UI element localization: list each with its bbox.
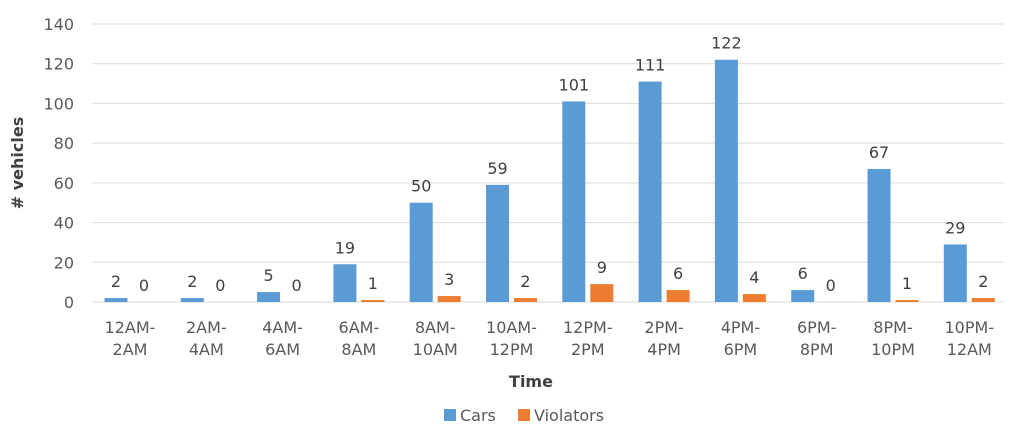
bar-violators xyxy=(971,298,995,302)
data-label-violators: 4 xyxy=(749,268,759,287)
bar-violators xyxy=(666,290,690,302)
bar-cars xyxy=(943,244,967,302)
bar-cars xyxy=(638,81,662,302)
data-label-violators: 0 xyxy=(215,276,225,295)
x-tick-label: 8AM-10AM xyxy=(413,318,458,359)
data-label-cars: 122 xyxy=(711,34,742,53)
legend-swatch-violators xyxy=(518,409,530,421)
y-tick-label: 100 xyxy=(43,94,74,113)
bar-cars xyxy=(562,101,586,302)
y-tick-label: 40 xyxy=(54,214,74,233)
bar-cars xyxy=(257,292,281,302)
bar-violators xyxy=(590,284,614,302)
data-label-violators: 9 xyxy=(597,258,607,277)
data-label-violators: 0 xyxy=(292,276,302,295)
x-tick-label: 10PM-12AM xyxy=(945,318,995,359)
legend-swatch-cars xyxy=(444,409,456,421)
data-label-cars: 2 xyxy=(111,272,121,291)
bar-violators xyxy=(437,296,461,302)
x-tick-label: 12AM-2AM xyxy=(105,318,156,359)
bar-cars xyxy=(714,59,738,302)
data-label-violators: 1 xyxy=(368,274,378,293)
x-tick-label: 8PM-10PM xyxy=(871,318,915,359)
data-label-violators: 6 xyxy=(673,264,683,283)
data-label-cars: 111 xyxy=(635,56,666,75)
data-label-violators: 3 xyxy=(444,270,454,289)
gridlines xyxy=(92,23,1004,303)
x-tick-label: 4AM-6AM xyxy=(262,318,303,359)
data-label-cars: 6 xyxy=(798,264,808,283)
x-tick-label: 6PM-8PM xyxy=(797,318,836,359)
data-label-cars: 59 xyxy=(487,159,507,178)
data-label-cars: 29 xyxy=(945,218,965,237)
legend-label-violators: Violators xyxy=(534,406,604,425)
bar-violators xyxy=(742,294,766,302)
x-tick-label: 10AM-12PM xyxy=(486,318,537,359)
data-label-cars: 50 xyxy=(411,177,431,196)
data-label-cars: 19 xyxy=(335,238,355,257)
data-label-violators: 2 xyxy=(520,272,530,291)
legend: Cars Violators xyxy=(444,406,604,425)
data-label-violators: 2 xyxy=(978,272,988,291)
bar-cars xyxy=(409,202,433,302)
bar-cars xyxy=(867,168,891,302)
y-axis-ticks: 0 20 40 60 80 100 120 140 xyxy=(43,15,74,312)
y-tick-label: 60 xyxy=(54,174,74,193)
bar-cars xyxy=(104,298,128,302)
data-label-cars: 2 xyxy=(187,272,197,291)
data-label-cars: 67 xyxy=(869,143,889,162)
x-tick-label: 2PM-4PM xyxy=(644,318,683,359)
data-label-violators: 1 xyxy=(902,274,912,293)
y-tick-label: 80 xyxy=(54,134,74,153)
bar-violators xyxy=(361,300,385,302)
data-label-violators: 0 xyxy=(139,276,149,295)
x-tick-label: 12PM-2PM xyxy=(563,318,613,359)
data-label-cars: 5 xyxy=(264,266,274,285)
x-tick-label: 2AM-4AM xyxy=(186,318,227,359)
x-tick-label: 4PM-6PM xyxy=(721,318,760,359)
bar-violators xyxy=(514,298,537,302)
bar-violators xyxy=(895,300,919,302)
data-label-cars: 101 xyxy=(559,75,590,94)
bars xyxy=(104,59,995,302)
legend-label-cars: Cars xyxy=(460,406,496,425)
bar-cars xyxy=(791,290,815,302)
y-tick-label: 140 xyxy=(43,15,74,34)
x-axis-ticks: 12AM-2AM 2AM-4AM 4AM-6AM 6AM-8AM 8AM-10AM 10A… xyxy=(105,318,995,359)
bar-cars xyxy=(180,298,204,302)
bar-cars xyxy=(333,264,357,302)
data-label-violators: 0 xyxy=(826,276,836,295)
y-axis-title: # vehicles xyxy=(8,117,27,209)
x-tick-label: 6AM-8AM xyxy=(339,318,380,359)
y-tick-label: 120 xyxy=(43,55,74,74)
y-tick-label: 20 xyxy=(54,253,74,272)
x-axis-title: Time xyxy=(509,372,553,391)
y-tick-label: 0 xyxy=(64,293,74,312)
bar-cars xyxy=(486,184,509,302)
